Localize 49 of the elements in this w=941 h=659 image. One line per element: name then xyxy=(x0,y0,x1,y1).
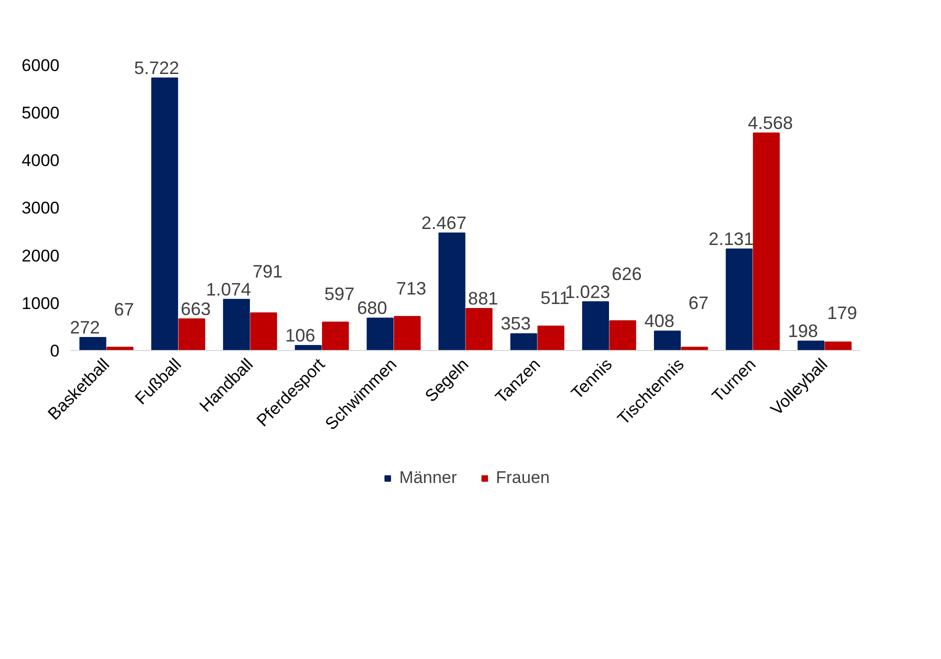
data-label: 353 xyxy=(500,314,531,334)
bar xyxy=(79,337,106,350)
bar xyxy=(798,340,824,350)
bar xyxy=(223,298,250,350)
y-tick-label: 4000 xyxy=(22,151,60,170)
data-label: 597 xyxy=(324,284,354,304)
data-label: 713 xyxy=(396,278,426,299)
data-label: 408 xyxy=(644,311,674,332)
bar xyxy=(510,333,538,350)
bar xyxy=(824,341,852,350)
data-label: 663 xyxy=(180,298,211,319)
bar xyxy=(394,316,421,350)
bar xyxy=(537,326,564,350)
data-label: 5.722 xyxy=(134,58,180,78)
bar xyxy=(294,344,322,350)
data-label: 198 xyxy=(788,321,818,342)
y-tick-label: 3000 xyxy=(22,198,60,218)
y-tick-label: 5000 xyxy=(22,103,60,122)
legend-label: Männer xyxy=(399,468,457,488)
y-tick-label: 2000 xyxy=(22,246,60,266)
data-label: 626 xyxy=(612,264,642,284)
data-label: 2.467 xyxy=(421,213,466,234)
bar xyxy=(582,301,609,350)
data-label: 1.074 xyxy=(206,279,251,300)
bar xyxy=(438,232,466,350)
data-label: 2.131 xyxy=(708,229,754,250)
data-label: 881 xyxy=(468,288,498,309)
bar xyxy=(654,330,681,350)
data-label: 680 xyxy=(357,298,388,318)
bar xyxy=(250,312,278,350)
data-label: 67 xyxy=(114,300,134,320)
data-label: 791 xyxy=(252,261,283,282)
bar xyxy=(151,78,178,350)
data-label: 179 xyxy=(827,303,858,324)
bar xyxy=(322,322,349,350)
bar xyxy=(609,320,636,350)
bar xyxy=(466,308,492,350)
data-label: 106 xyxy=(285,325,316,346)
y-tick-label: 6000 xyxy=(22,56,60,75)
y-tick-label: 1000 xyxy=(22,294,60,313)
bar xyxy=(752,132,780,350)
legend-label: Frauen xyxy=(496,468,550,488)
bar xyxy=(726,248,753,350)
bar xyxy=(366,318,394,350)
bar xyxy=(178,318,206,350)
data-label: 4.568 xyxy=(748,112,793,133)
data-label: 67 xyxy=(688,293,709,314)
y-tick-label: 0 xyxy=(50,342,60,360)
data-label: 272 xyxy=(70,318,100,338)
